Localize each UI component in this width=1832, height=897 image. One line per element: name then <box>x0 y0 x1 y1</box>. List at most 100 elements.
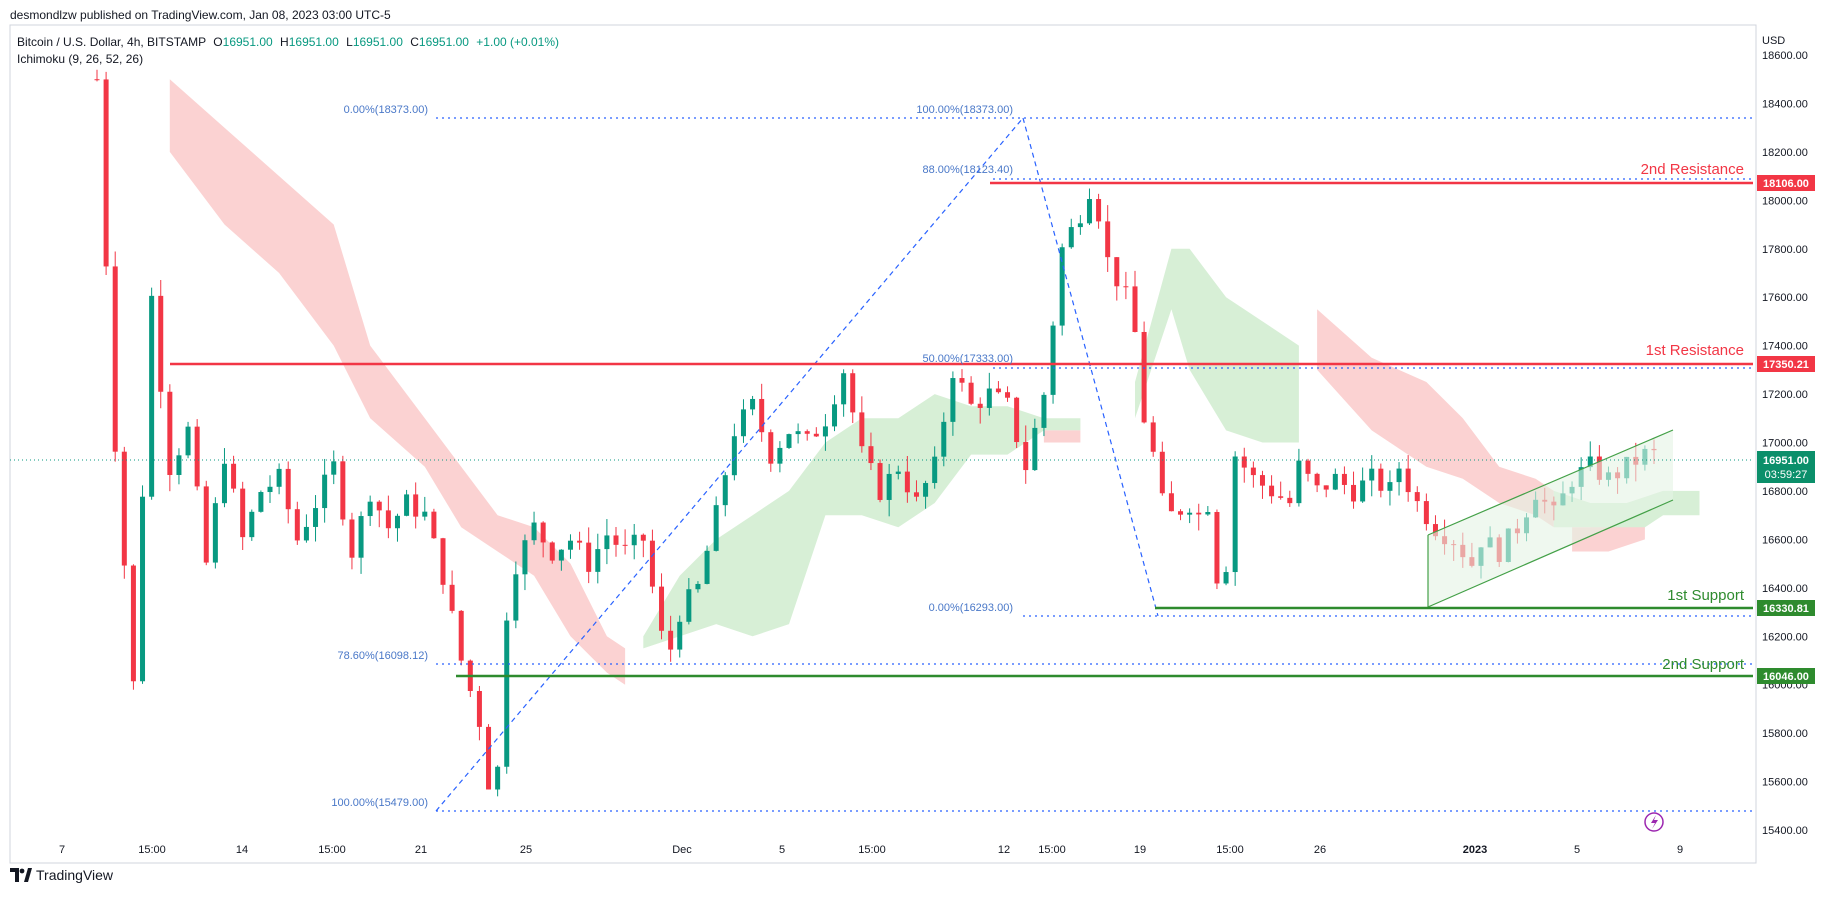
candle-body <box>659 586 665 631</box>
candle-body <box>1214 511 1220 584</box>
candle-body <box>1132 286 1138 332</box>
price-axis[interactable]: 18600.00 18400.00 18200.00 18000.00 17800.00… <box>1762 50 1808 837</box>
candle-body <box>267 486 273 493</box>
candle-body <box>258 492 264 512</box>
candle-body <box>1314 473 1320 486</box>
tradingview-brand[interactable]: TradingView <box>10 867 113 883</box>
legend-row: Bitcoin / U.S. Dollar, 4h, BITSTAMP O169… <box>17 35 559 49</box>
candle-body <box>795 431 801 435</box>
ohlc-close-label: C <box>410 35 419 49</box>
candle-body <box>1351 484 1357 502</box>
ohlc-high: 16951.00 <box>288 35 339 49</box>
candle-body <box>577 540 583 543</box>
candle-body <box>1123 286 1129 288</box>
candle-body <box>1041 394 1047 428</box>
resistance-2-tag: 18106.00 <box>1763 178 1809 190</box>
candle-body <box>704 550 710 584</box>
candle-body <box>913 492 919 497</box>
price-tick-label: 18000.00 <box>1762 195 1808 207</box>
candle-body <box>677 621 683 650</box>
support-2-tag: 16046.00 <box>1763 671 1809 683</box>
candle-body <box>413 494 419 517</box>
time-tick-label: 21 <box>415 844 427 856</box>
time-tick-label: 25 <box>520 844 532 856</box>
time-tick-label: 19 <box>1134 844 1146 856</box>
key-levels <box>10 181 1753 678</box>
ohlc-change: +1.00 (+0.01%) <box>476 35 560 49</box>
time-tick-label: 5 <box>779 844 785 856</box>
candle-body <box>1387 482 1393 491</box>
candle-body <box>768 432 774 464</box>
candle-body <box>777 447 783 464</box>
candle-body <box>822 426 828 437</box>
candle-body <box>1405 468 1411 493</box>
indicator-legend[interactable]: Ichimoku (9, 26, 52, 26) <box>17 52 144 66</box>
fib-trend-down <box>1022 117 1159 617</box>
candle-body <box>158 295 164 392</box>
candle-body <box>713 505 719 551</box>
tradingview-logo-icon <box>10 868 32 882</box>
rising-channel <box>1427 429 1674 608</box>
candle-body <box>167 391 173 475</box>
candle-body <box>504 620 510 767</box>
candle-body <box>622 544 628 546</box>
brand-name: TradingView <box>36 867 114 883</box>
support-1-label: 1st Support <box>1667 587 1745 604</box>
candle-body <box>540 522 546 543</box>
candle-body <box>203 486 209 563</box>
candle-body <box>649 540 655 587</box>
time-tick-label: 15:00 <box>858 844 886 856</box>
last-price-tag: 16951.00 <box>1763 455 1809 467</box>
symbol-title[interactable]: Bitcoin / U.S. Dollar, 4h, BITSTAMP <box>17 35 206 49</box>
candle-body <box>1159 451 1165 494</box>
candle-body <box>1241 456 1247 468</box>
fib-label-e: 0.00%(16293.00) <box>929 602 1013 614</box>
lightning-alert-icon[interactable] <box>1644 812 1664 832</box>
candle-body <box>112 266 118 452</box>
candle-body <box>94 79 100 81</box>
candle-body <box>1432 524 1438 537</box>
ohlc-low: 16951.00 <box>352 35 403 49</box>
candle-body <box>322 474 328 509</box>
resistance-1-tag-bg <box>1757 356 1815 372</box>
candle-body <box>1296 460 1302 504</box>
candle-body <box>303 526 309 541</box>
publisher-line: desmondlzw published on TradingView.com,… <box>10 8 391 22</box>
time-tick-label: Dec <box>672 844 692 856</box>
candle-body <box>640 534 646 541</box>
candle-body <box>495 766 501 790</box>
ohlc-open: 16951.00 <box>222 35 273 49</box>
kumo-bullish-region <box>643 394 1081 649</box>
price-tick-label: 15800.00 <box>1762 728 1808 740</box>
candle-body <box>1259 475 1265 486</box>
time-axis[interactable]: 7 15:00 14 15:00 21 25 Dec 5 15:00 12 15:00 19 15:00… <box>59 844 1683 856</box>
candle-body <box>1196 512 1202 515</box>
candle-body <box>986 388 992 408</box>
bar-countdown: 03:59:27 <box>1765 469 1808 481</box>
candle-body <box>850 373 856 413</box>
candle-body <box>285 468 291 510</box>
fib-label-g: 100.00%(15479.00) <box>331 797 428 809</box>
price-tick-label: 18400.00 <box>1762 98 1808 110</box>
candle-body <box>1287 497 1293 504</box>
candle-body <box>522 540 528 575</box>
candle-body <box>1005 392 1011 398</box>
price-tick-label: 17600.00 <box>1762 292 1808 304</box>
resistance-1-tag: 17350.21 <box>1763 359 1809 371</box>
channel-upper <box>1427 429 1674 536</box>
candle-body <box>1323 485 1329 490</box>
candle-body <box>1378 468 1384 491</box>
price-tick-label: 16400.00 <box>1762 583 1808 595</box>
candle-body <box>431 511 437 539</box>
candle-body <box>604 535 610 550</box>
candle-body <box>185 426 191 456</box>
time-tick-label: 7 <box>59 844 65 856</box>
candle-body <box>731 436 737 476</box>
candle-body <box>1023 442 1029 471</box>
price-tick-label: 17800.00 <box>1762 244 1808 256</box>
price-tick-label: 18200.00 <box>1762 147 1808 159</box>
candle-body <box>1050 325 1056 395</box>
time-tick-label: 5 <box>1574 844 1580 856</box>
candle-body <box>832 404 838 427</box>
